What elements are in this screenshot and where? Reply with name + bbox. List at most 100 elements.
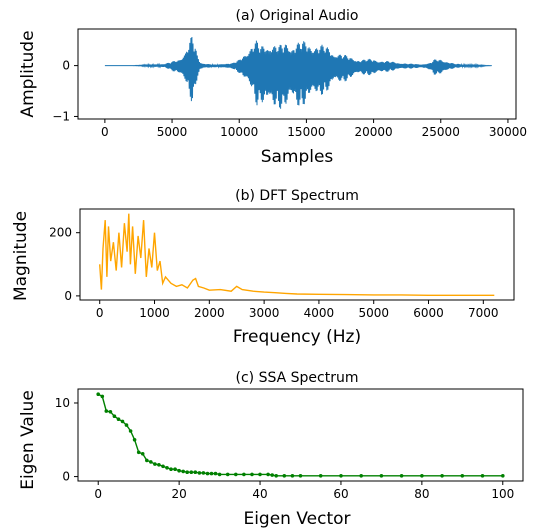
x-tick-label: 7000 xyxy=(468,306,499,320)
data-point xyxy=(112,414,117,419)
x-tick-label: 0 xyxy=(101,125,109,139)
y-axis-label: Magnitude xyxy=(11,211,31,301)
data-point xyxy=(213,471,218,476)
x-tick-label: 15000 xyxy=(287,125,325,139)
axes-frame xyxy=(77,388,524,482)
data-point xyxy=(169,467,173,472)
data-point xyxy=(270,473,275,477)
x-axis-label: Eigen Vector xyxy=(243,509,350,529)
data-point xyxy=(181,469,185,474)
data-point xyxy=(217,472,222,477)
axis-ticks: 0 20 40 60 80 100 0 10 xyxy=(55,396,515,501)
data-point xyxy=(290,474,295,478)
y-tick-label: 10 xyxy=(55,396,70,410)
y-tick-label: 0 xyxy=(62,470,70,484)
data-point xyxy=(201,471,206,475)
chart-title: (b) DFT Spectrum xyxy=(235,188,359,204)
waveform-line xyxy=(104,36,492,109)
data-point xyxy=(250,472,254,477)
data-point xyxy=(124,423,129,427)
data-point xyxy=(132,438,137,442)
data-point xyxy=(108,410,113,414)
x-tick-label: 30000 xyxy=(489,125,527,139)
data-point xyxy=(189,470,194,475)
x-tick-label: 60 xyxy=(333,487,348,501)
data-point xyxy=(104,409,109,413)
x-tick-label: 1000 xyxy=(139,306,170,320)
data-point xyxy=(480,474,485,478)
panel-original-audio: (a) Original Audio Amplitude Samples 0 50… xyxy=(18,8,527,167)
series-line xyxy=(97,393,503,477)
x-tick-label: 10000 xyxy=(220,125,258,139)
x-tick-label: 5000 xyxy=(358,306,389,320)
x-tick-label: 3000 xyxy=(249,306,280,320)
axis-ticks: 0 5000 10000 15000 20000 25000 30000 −1 0 xyxy=(52,59,527,139)
y-tick-label: 200 xyxy=(49,226,72,240)
data-point xyxy=(209,471,214,476)
data-point xyxy=(136,450,141,455)
data-point xyxy=(282,474,287,478)
data-point xyxy=(205,471,210,476)
axes-frame xyxy=(77,28,517,120)
data-point xyxy=(197,471,202,475)
data-point xyxy=(193,470,198,475)
x-tick-label: 20000 xyxy=(354,125,392,139)
data-point xyxy=(225,472,230,477)
data-point xyxy=(185,470,189,475)
data-point xyxy=(165,466,169,470)
y-tick-label: 0 xyxy=(62,59,70,73)
axis-ticks: 0 1000 2000 3000 4000 5000 6000 7000 0 200 xyxy=(49,226,498,320)
y-axis-label: Amplitude xyxy=(18,30,38,117)
y-tick-label: 0 xyxy=(64,289,72,303)
plot-area xyxy=(96,392,505,478)
data-point xyxy=(242,472,246,477)
data-point xyxy=(234,472,238,477)
data-point xyxy=(460,474,465,478)
data-point xyxy=(161,464,165,469)
data-point xyxy=(440,474,444,478)
data-point xyxy=(266,472,270,477)
series-line xyxy=(99,213,495,296)
data-point xyxy=(420,474,424,478)
data-point xyxy=(120,419,125,424)
data-point xyxy=(274,474,279,478)
data-point xyxy=(100,394,105,399)
data-point xyxy=(157,463,161,467)
data-point xyxy=(177,468,181,473)
axes-frame xyxy=(79,208,515,301)
data-point xyxy=(149,460,153,464)
data-point xyxy=(298,474,303,478)
x-tick-label: 20 xyxy=(171,487,186,501)
x-tick-label: 40 xyxy=(252,487,267,501)
data-point xyxy=(140,452,145,456)
x-axis-label: Frequency (Hz) xyxy=(233,327,361,347)
data-point xyxy=(379,474,384,478)
x-tick-label: 4000 xyxy=(304,306,335,320)
panel-ssa-spectrum: (c) SSA Spectrum Eigen Value Eigen Vecto… xyxy=(18,370,524,529)
x-tick-label: 0 xyxy=(96,306,104,320)
data-point xyxy=(359,474,364,478)
chart-title: (a) Original Audio xyxy=(236,8,359,24)
x-tick-label: 5000 xyxy=(157,125,188,139)
data-point xyxy=(318,474,323,478)
x-tick-label: 2000 xyxy=(194,306,225,320)
x-axis-label: Samples xyxy=(261,147,334,167)
panel-dft-spectrum: (b) DFT Spectrum Magnitude Frequency (Hz… xyxy=(11,188,515,347)
plot-area xyxy=(104,36,492,109)
data-point xyxy=(153,462,157,466)
data-point xyxy=(173,467,177,472)
x-tick-label: 25000 xyxy=(422,125,460,139)
x-tick-label: 6000 xyxy=(413,306,444,320)
data-point xyxy=(116,417,121,422)
data-point xyxy=(501,474,505,478)
data-point xyxy=(399,474,404,478)
y-tick-label: −1 xyxy=(52,109,70,123)
x-tick-label: 80 xyxy=(414,487,429,501)
x-tick-label: 100 xyxy=(491,487,514,501)
data-point xyxy=(258,472,262,477)
data-point xyxy=(128,429,133,433)
x-tick-label: 0 xyxy=(94,487,102,501)
data-point xyxy=(96,392,100,397)
y-axis-label: Eigen Value xyxy=(18,390,38,490)
